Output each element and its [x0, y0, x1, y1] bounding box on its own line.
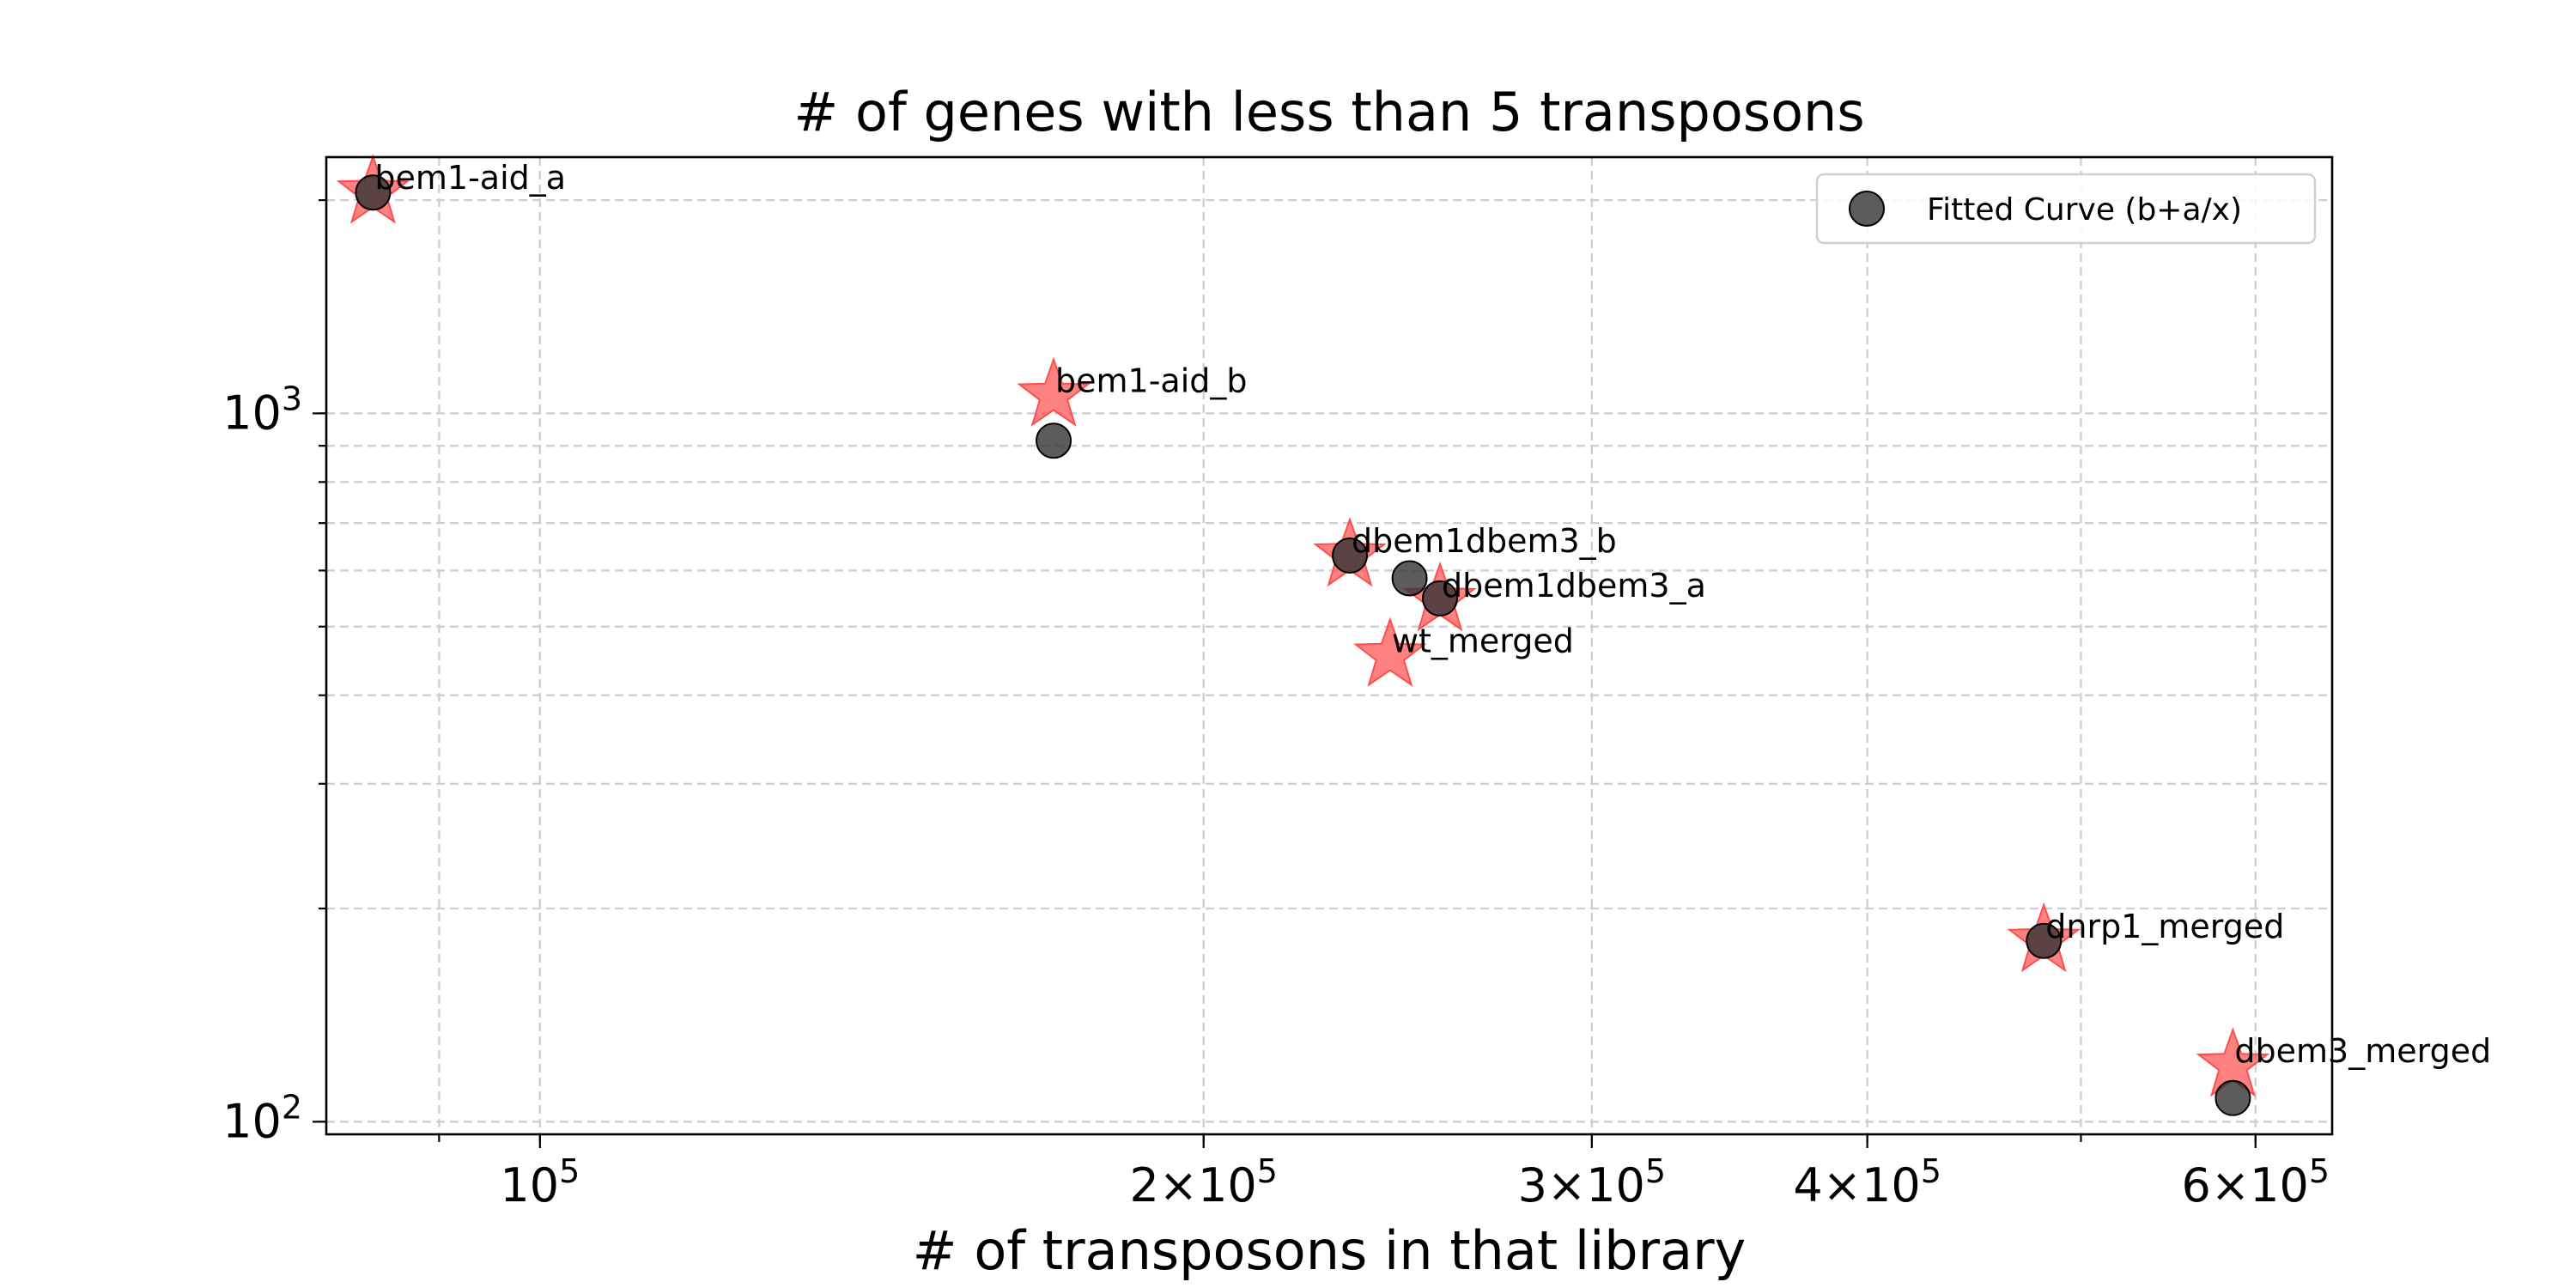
point-label: bem1-aid_a — [374, 159, 566, 197]
points-layer — [336, 154, 2270, 1116]
legend-box — [1815, 173, 2317, 245]
point-label: dbem3_merged — [2234, 1032, 2491, 1070]
point-labels-layer: bem1-aid_a bem1-aid_b dbem1dbem3_b dbem1dbe… — [374, 159, 2491, 1070]
legend-label: Fitted Curve (b+a/x) — [1927, 192, 2242, 228]
point-label: dbem1dbem3_b — [1352, 522, 1617, 560]
point-label: bem1-aid_b — [1055, 362, 1248, 400]
grid-layer — [326, 157, 2332, 1134]
y-tick-label: 103 — [222, 380, 302, 440]
x-tick-label: 105 — [500, 1152, 580, 1212]
legend: Fitted Curve (b+a/x) — [1815, 173, 2317, 245]
x-tick-label: 2×105 — [1129, 1152, 1278, 1212]
x-axis-label: # of transposons in that library — [913, 1219, 1747, 1282]
point-label: dbem1dbem3_a — [1442, 567, 1706, 605]
fitted-point — [2026, 922, 2063, 959]
fitted-point — [1036, 422, 1072, 459]
legend-marker — [1849, 191, 1885, 227]
ticks-layer: 105 2×105 3×105 4×105 6×105 102 103 — [222, 198, 2330, 1212]
observed-star-point — [1017, 356, 1091, 427]
fitted-point — [1391, 560, 1428, 597]
observed-star-point — [1353, 617, 1427, 687]
chart-title: # of genes with less than 5 transposons — [793, 81, 1864, 143]
fitted-point — [1421, 580, 1458, 617]
fitted-point — [2215, 1079, 2251, 1116]
x-tick-label: 4×105 — [1793, 1152, 1941, 1212]
point-label: dnrp1_merged — [2045, 908, 2284, 945]
x-tick-label: 3×105 — [1518, 1152, 1667, 1212]
y-tick-label: 102 — [222, 1088, 302, 1148]
plot-frame — [325, 155, 2334, 1136]
fitted-point — [1332, 537, 1369, 574]
x-tick-label: 6×105 — [2181, 1152, 2330, 1212]
point-label: wt_merged — [1392, 623, 1574, 660]
fitted-point — [355, 174, 392, 211]
